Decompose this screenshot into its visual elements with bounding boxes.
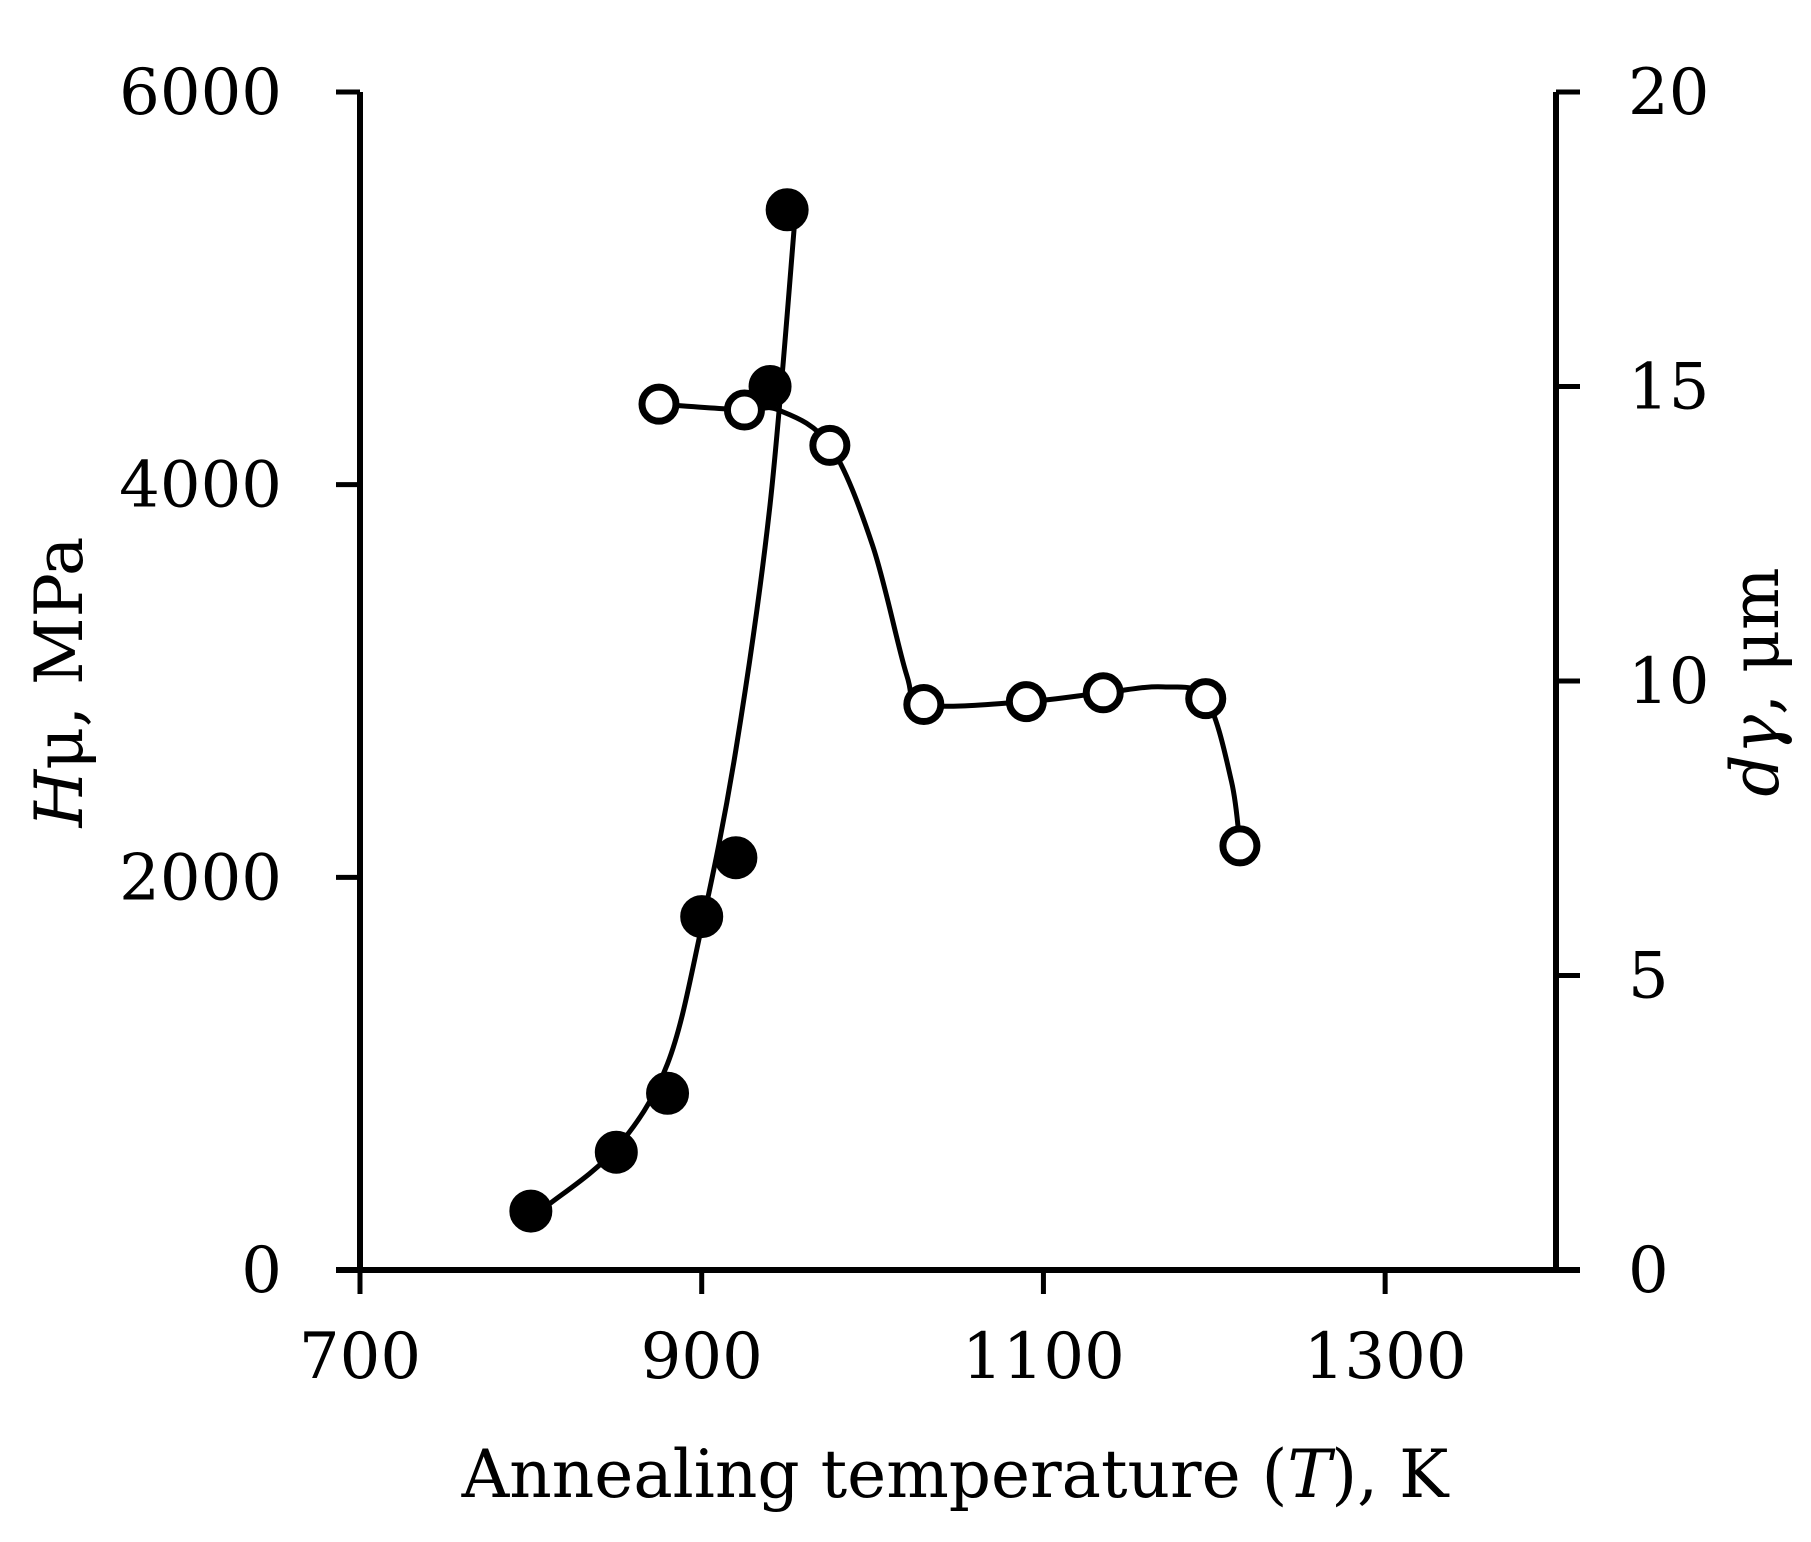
series-1-point-1 [723,389,765,431]
y-right-tick-label-3: 15 [1628,351,1709,425]
x-tick-label-1: 900 [641,1320,763,1394]
x-tick-label-2: 1100 [962,1320,1125,1394]
x-tick-label-0: 700 [299,1320,421,1394]
series-curve-1 [658,401,1243,847]
y-right-tick-label-1: 5 [1628,940,1669,1014]
series-1-point-6 [1185,678,1227,720]
series-0-point-2 [646,1071,690,1115]
series-1-point-0 [638,383,680,425]
y-right-tick-label-4: 20 [1628,56,1709,130]
x-axis-title: Annealing temperature (T), K [461,1436,1451,1513]
tick-layer: 700 900 1100 1300 0 2000 4000 6000 0 5 10 15 20 [119,56,1709,1394]
series-1-point-3 [903,684,945,726]
series-0-point-5 [748,365,792,408]
y-right-tick-label-0: 0 [1628,1234,1669,1308]
series-curve-0 [546,209,799,1208]
y-left-tick-label-3: 6000 [119,56,282,130]
y-left-tick-label-0: 0 [241,1234,282,1308]
series-0-point-1 [594,1130,638,1174]
series-1-point-5 [1082,672,1124,714]
y-right-tick-label-2: 10 [1628,645,1709,719]
point-layer [509,188,1261,1233]
series-0-point-0 [509,1189,553,1233]
curve-layer [546,209,1243,1208]
series-1-point-7 [1219,825,1261,867]
series-0-point-4 [714,836,758,880]
series-1-point-2 [809,424,851,466]
y-right-axis-title: dγ, μm [1717,567,1794,796]
series-0-point-3 [680,895,724,939]
y-left-tick-label-2: 4000 [119,449,282,523]
y-left-tick-label-1: 2000 [119,841,282,915]
x-tick-label-3: 1300 [1304,1320,1467,1394]
y-left-axis-title: Hμ, MPa [21,537,98,829]
series-1-point-4 [1005,681,1047,723]
series-0-point-6 [765,188,809,232]
